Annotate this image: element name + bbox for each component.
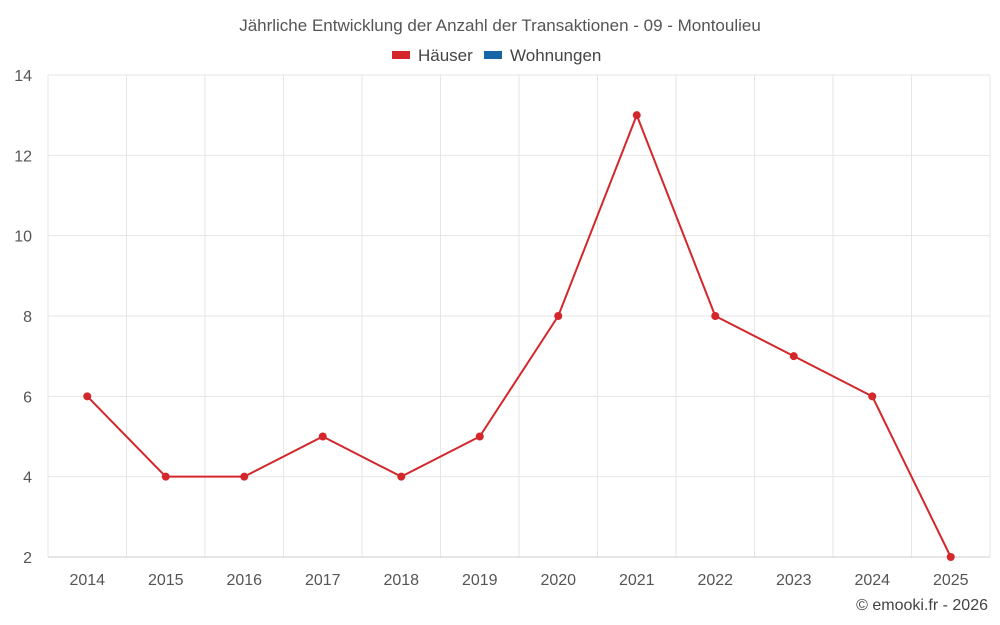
- legend-label-haeuser[interactable]: Häuser: [418, 46, 473, 65]
- x-tick-label: 2021: [619, 572, 655, 589]
- data-point[interactable]: [475, 432, 484, 441]
- y-tick-label: 10: [14, 229, 32, 246]
- x-tick-label: 2014: [69, 572, 105, 589]
- data-point[interactable]: [554, 312, 563, 320]
- x-tick-label: 2018: [383, 572, 419, 589]
- x-gridlines: [47, 75, 991, 557]
- legend-swatch-haeuser: [392, 51, 410, 59]
- legend-label-wohnungen[interactable]: Wohnungen: [510, 46, 601, 65]
- legend: Häuser Wohnungen: [392, 46, 601, 65]
- x-tick-label: 2024: [854, 572, 890, 589]
- x-tick-label: 2025: [933, 572, 969, 589]
- y-tick-label: 4: [23, 470, 32, 487]
- credit-text: © emooki.fr - 2026: [856, 597, 988, 614]
- x-axis-ticks: 2014 2015 2016 2017 2018 2019 2020 2021 2022 2023…: [69, 572, 968, 589]
- data-point[interactable]: [397, 472, 406, 481]
- legend-swatch-wohnungen: [484, 51, 502, 59]
- x-tick-label: 2019: [462, 572, 498, 589]
- y-tick-label: 6: [23, 389, 32, 406]
- data-point[interactable]: [240, 472, 249, 481]
- data-point[interactable]: [868, 392, 877, 401]
- x-tick-label: 2017: [305, 572, 341, 589]
- x-tick-label: 2022: [697, 572, 733, 589]
- x-tick-label: 2020: [540, 572, 576, 589]
- chart-title: Jährliche Entwicklung der Anzahl der Tra…: [239, 16, 761, 35]
- data-point[interactable]: [632, 111, 641, 120]
- data-point[interactable]: [318, 432, 327, 441]
- series-line-0: [86, 114, 952, 558]
- y-axis-ticks: 2 4 6 8 10 12 14: [14, 68, 32, 567]
- y-tick-label: 8: [23, 309, 32, 326]
- y-tick-label: 2: [23, 550, 32, 567]
- data-point[interactable]: [161, 472, 170, 481]
- data-point[interactable]: [789, 352, 798, 361]
- x-tick-label: 2016: [226, 572, 262, 589]
- data-point[interactable]: [83, 392, 92, 401]
- x-tick-label: 2023: [776, 572, 812, 589]
- data-point[interactable]: [946, 553, 955, 561]
- data-point[interactable]: [711, 312, 720, 320]
- y-tick-label: 12: [14, 148, 32, 165]
- x-tick-label: 2015: [148, 572, 184, 589]
- series-layer: [83, 111, 955, 561]
- y-tick-label: 14: [14, 68, 32, 85]
